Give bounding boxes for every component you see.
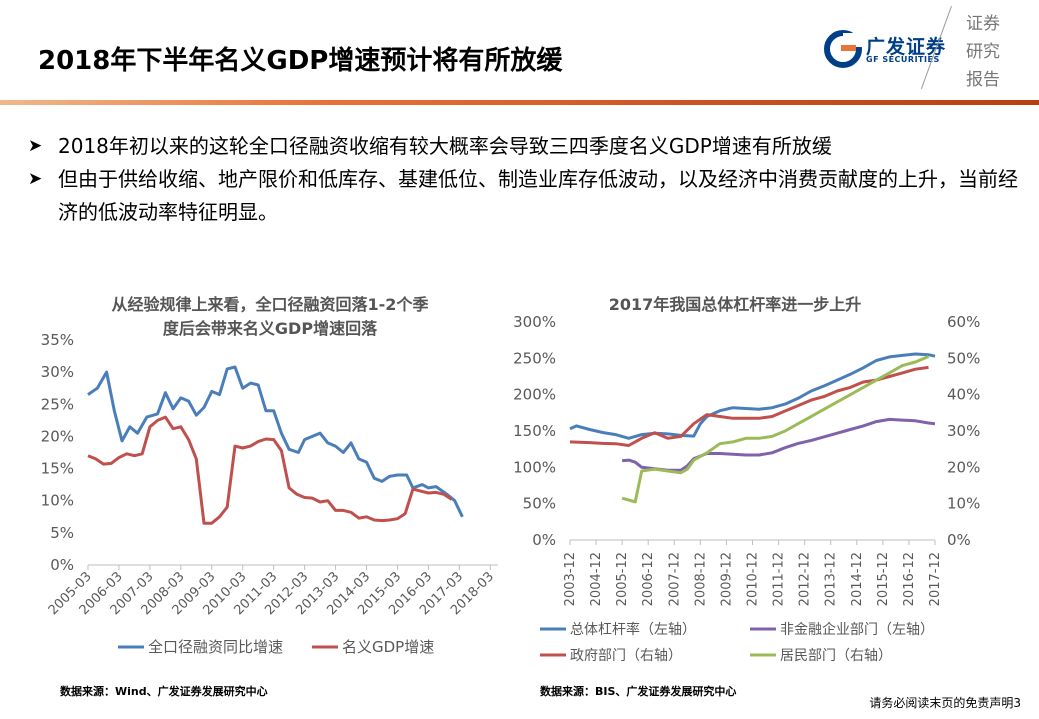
right-y-right-tick-label: 10%: [947, 495, 980, 513]
right-legend-label: 政府部门（右轴）: [570, 648, 682, 664]
bullet-list: ➤ 2018年初以来的这轮全口径融资收缩有较大概率会导致三四季度名义GDP增速有…: [28, 130, 1018, 229]
report-stamp: 证券 研究 报告: [966, 10, 1010, 94]
left-y-tick-label: 15%: [41, 460, 74, 478]
right-y-left-tick-label: 150%: [513, 422, 556, 440]
left-chart-title-line: 从经验规律上来看，全口径融资回落1-2个季: [111, 295, 429, 314]
left-legend-label: 名义GDP增速: [342, 638, 434, 656]
left-chart-title-line: 度后会带来名义GDP增速回落: [162, 319, 378, 338]
right-series-line-1: [621, 417, 936, 472]
left-legend-label: 全口径融资同比增速: [148, 638, 283, 656]
logo-text-en: GF SECURITIES: [866, 55, 940, 64]
right-x-tick-label: 2012-12: [798, 552, 813, 606]
right-y-right-tick-label: 50%: [947, 349, 980, 367]
bullet-item: ➤ 2018年初以来的这轮全口径融资收缩有较大概率会导致三四季度名义GDP增速有…: [28, 130, 1018, 163]
bullet-item: ➤ 但由于供给收缩、地产限价和低库存、基建低位、制造业库存低波动，以及经济中消费…: [28, 163, 1018, 229]
left-series-line-0: [87, 365, 464, 518]
right-x-tick-label: 2005-12: [615, 552, 630, 606]
left-chart-title: 从经验规律上来看，全口径融资回落1-2个季 度后会带来名义GDP增速回落: [60, 293, 480, 341]
left-y-tick-label: 20%: [41, 427, 74, 445]
left-series-line-1: [87, 415, 453, 525]
right-x-tick-label: 2013-12: [824, 552, 839, 606]
left-y-tick-label: 35%: [41, 331, 74, 349]
right-x-tick-label: 2017-12: [928, 552, 943, 606]
right-legend-label: 非金融企业部门（左轴）: [780, 621, 934, 638]
stamp-line: 报告: [966, 70, 1000, 90]
left-y-tick-label: 30%: [41, 363, 74, 381]
right-y-left-tick-label: 200%: [513, 386, 556, 404]
logo-text-cn: 广发证券: [866, 36, 947, 58]
right-chart-title: 2017年我国总体杠杆率进一步上升: [608, 295, 862, 314]
right-y-right-tick-label: 0%: [947, 531, 971, 549]
page-number: 3: [1013, 696, 1021, 710]
arrow-bullet-icon: ➤: [28, 136, 43, 156]
right-y-left-tick-label: 0%: [532, 531, 556, 549]
right-x-tick-label: 2014-12: [850, 552, 865, 606]
right-y-right-tick-label: 30%: [947, 422, 980, 440]
right-series-line-2: [569, 365, 929, 447]
right-y-right-tick-label: 60%: [947, 313, 980, 331]
header-accent-bar: [0, 100, 1039, 105]
right-y-left-tick-label: 250%: [513, 349, 556, 367]
left-y-tick-label: 5%: [50, 524, 74, 542]
brand-logo: 广发证券 GF SECURITIES: [824, 30, 947, 70]
right-y-right-tick-label: 40%: [947, 386, 980, 404]
stamp-line: 证券: [966, 14, 1000, 34]
right-y-right-tick-label: 20%: [947, 458, 980, 476]
right-x-tick-label: 2008-12: [693, 552, 708, 606]
right-x-tick-label: 2007-12: [667, 552, 682, 606]
left-source-note: 数据来源：Wind、广发证券发展研究中心: [60, 685, 268, 698]
right-x-tick-label: 2016-12: [902, 552, 917, 606]
right-y-left-tick-label: 100%: [513, 458, 556, 476]
left-y-tick-label: 0%: [50, 556, 74, 574]
right-y-left-tick-label: 300%: [513, 313, 556, 331]
right-x-tick-label: 2006-12: [641, 552, 656, 606]
right-source-note: 数据来源：BIS、广发证券发展研究中心: [540, 685, 737, 698]
bullet-text: 2018年初以来的这轮全口径融资收缩有较大概率会导致三四季度名义GDP增速有所放…: [58, 134, 832, 158]
right-legend-label: 居民部门（右轴）: [780, 648, 892, 664]
right-x-tick-label: 2004-12: [589, 552, 604, 606]
right-x-tick-label: 2003-12: [563, 552, 578, 606]
left-y-tick-label: 10%: [41, 492, 74, 510]
arrow-bullet-icon: ➤: [28, 169, 43, 189]
right-series-line-0: [569, 352, 936, 440]
left-y-tick-label: 25%: [41, 395, 74, 413]
right-series-line-3: [621, 355, 930, 504]
right-legend-label: 总体杠杆率（左轴）: [570, 621, 696, 638]
stamp-line: 研究: [966, 42, 1000, 62]
page-footer: 请务必阅读末页的免责声明3: [869, 694, 1021, 711]
right-x-tick-label: 2011-12: [772, 552, 787, 606]
bullet-text: 但由于供给收缩、地产限价和低库存、基建低位、制造业库存低波动，以及经济中消费贡献…: [58, 167, 1018, 224]
page-title: 2018年下半年名义GDP增速预计将有所放缓: [38, 46, 563, 76]
right-x-tick-label: 2010-12: [746, 552, 761, 606]
right-y-left-tick-label: 50%: [523, 495, 556, 513]
right-x-tick-label: 2015-12: [876, 552, 891, 606]
disclaimer-text: 请务必阅读末页的免责声明: [869, 696, 1014, 710]
right-x-tick-label: 2009-12: [719, 552, 734, 606]
gf-logo-icon: [824, 30, 862, 68]
